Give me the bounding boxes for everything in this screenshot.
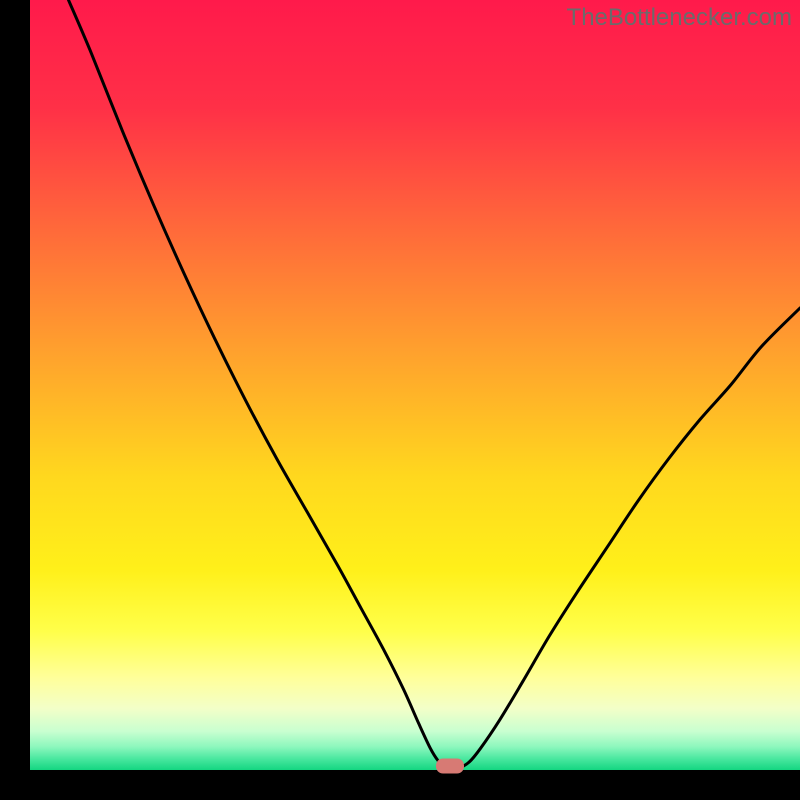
plot-area — [30, 0, 800, 770]
chart-frame: TheBottlenecker.com — [0, 0, 800, 800]
watermark-text: TheBottlenecker.com — [567, 4, 792, 32]
optimum-marker — [436, 759, 464, 774]
bottleneck-curve — [30, 0, 800, 770]
